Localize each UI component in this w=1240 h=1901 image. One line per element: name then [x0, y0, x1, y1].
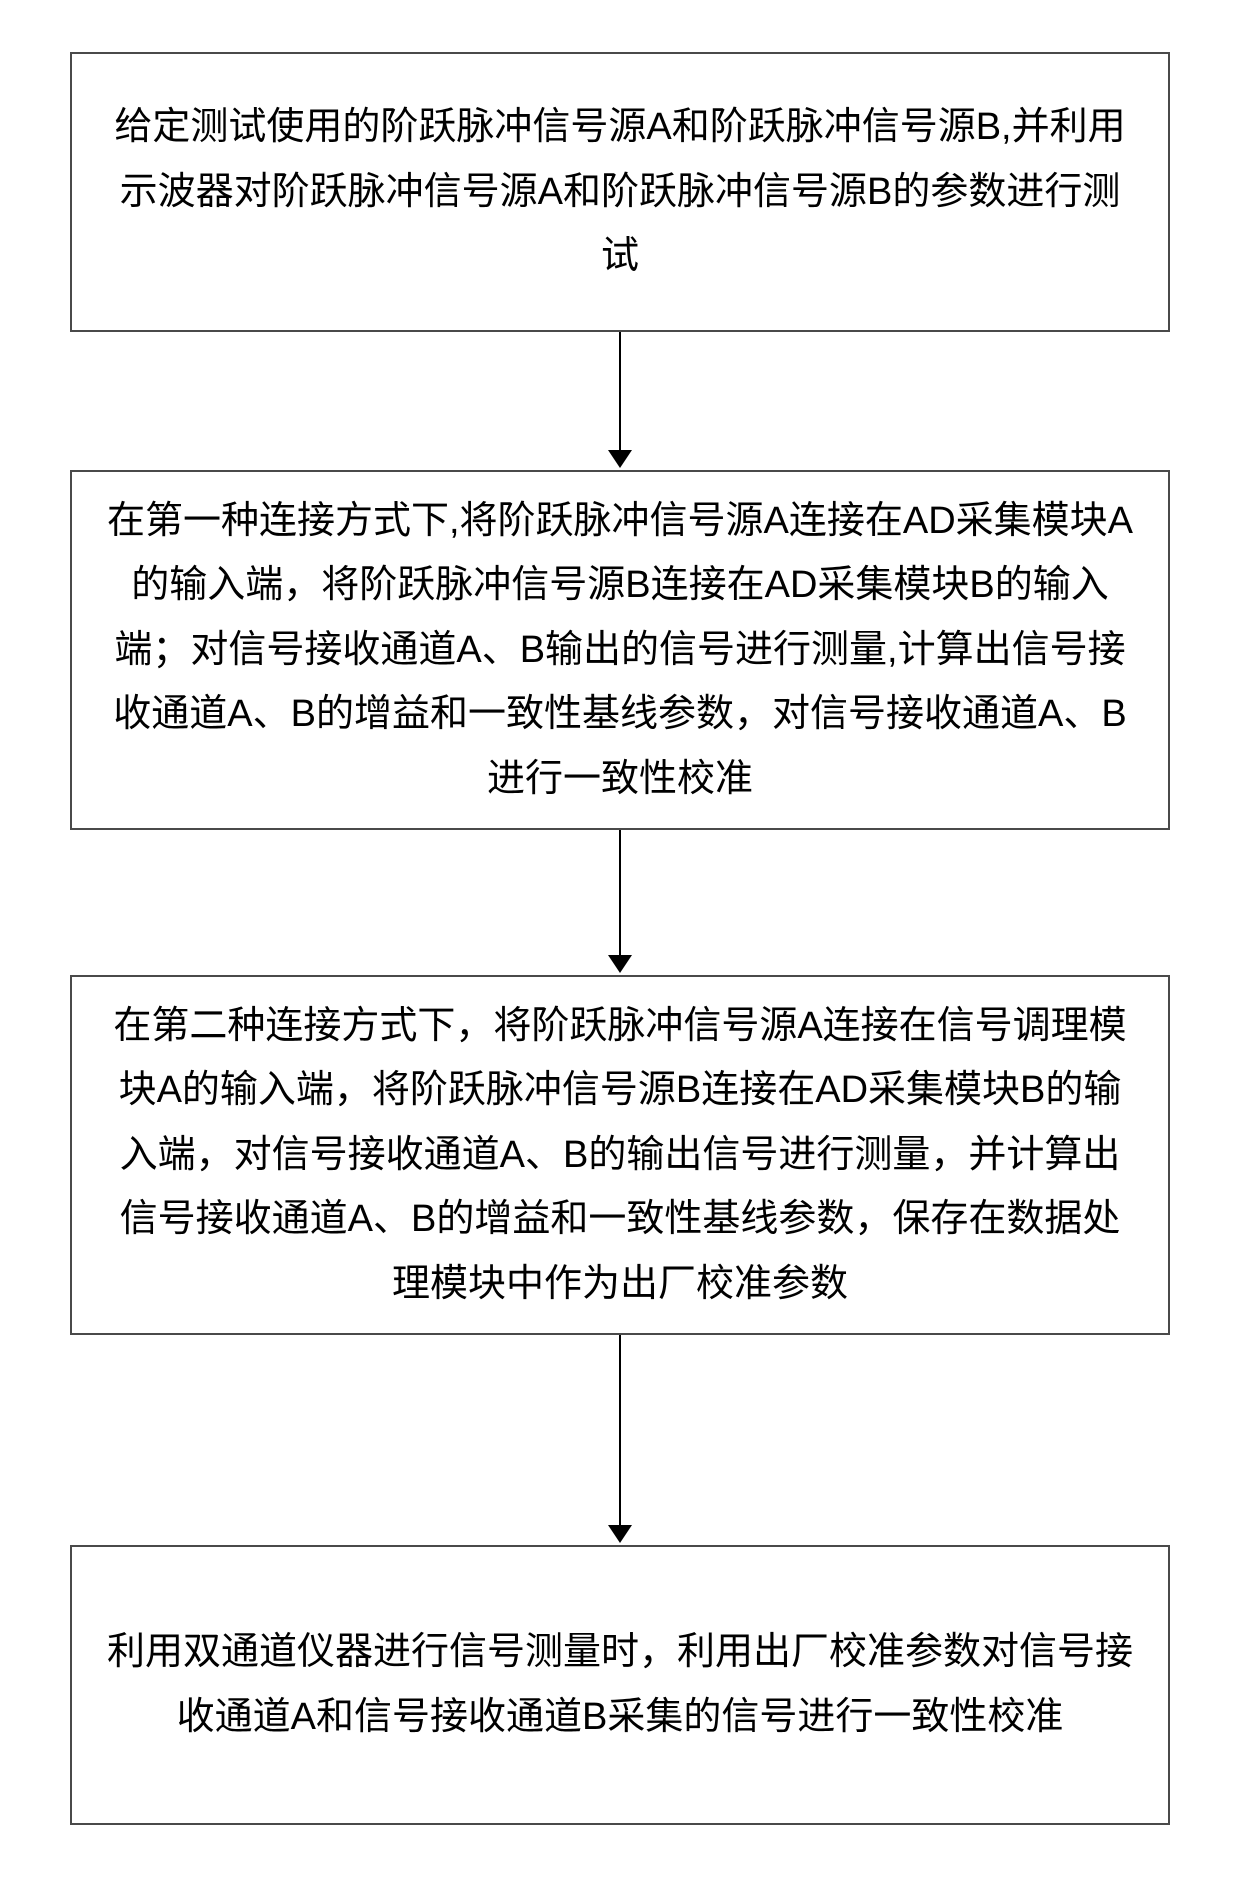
- flowchart-container: 给定测试使用的阶跃脉冲信号源A和阶跃脉冲信号源B,并利用示波器对阶跃脉冲信号源A…: [0, 0, 1240, 1901]
- flowchart-box-2: 在第一种连接方式下,将阶跃脉冲信号源A连接在AD采集模块A的输入端，将阶跃脉冲信…: [70, 470, 1170, 830]
- arrow-line-2: [619, 830, 621, 955]
- flowchart-box-2-text: 在第一种连接方式下,将阶跃脉冲信号源A连接在AD采集模块A的输入端，将阶跃脉冲信…: [102, 489, 1138, 812]
- arrow-head-3: [608, 1525, 632, 1543]
- flowchart-box-1-text: 给定测试使用的阶跃脉冲信号源A和阶跃脉冲信号源B,并利用示波器对阶跃脉冲信号源A…: [102, 95, 1138, 289]
- arrow-line-3: [619, 1335, 621, 1525]
- flowchart-box-4: 利用双通道仪器进行信号测量时，利用出厂校准参数对信号接收通道A和信号接收通道B采…: [70, 1545, 1170, 1825]
- arrow-line-1: [619, 332, 621, 450]
- arrow-head-1: [608, 450, 632, 468]
- flowchart-box-1: 给定测试使用的阶跃脉冲信号源A和阶跃脉冲信号源B,并利用示波器对阶跃脉冲信号源A…: [70, 52, 1170, 332]
- flowchart-box-3: 在第二种连接方式下，将阶跃脉冲信号源A连接在信号调理模块A的输入端，将阶跃脉冲信…: [70, 975, 1170, 1335]
- arrow-head-2: [608, 955, 632, 973]
- flowchart-box-4-text: 利用双通道仪器进行信号测量时，利用出厂校准参数对信号接收通道A和信号接收通道B采…: [102, 1620, 1138, 1749]
- flowchart-box-3-text: 在第二种连接方式下，将阶跃脉冲信号源A连接在信号调理模块A的输入端，将阶跃脉冲信…: [102, 994, 1138, 1317]
